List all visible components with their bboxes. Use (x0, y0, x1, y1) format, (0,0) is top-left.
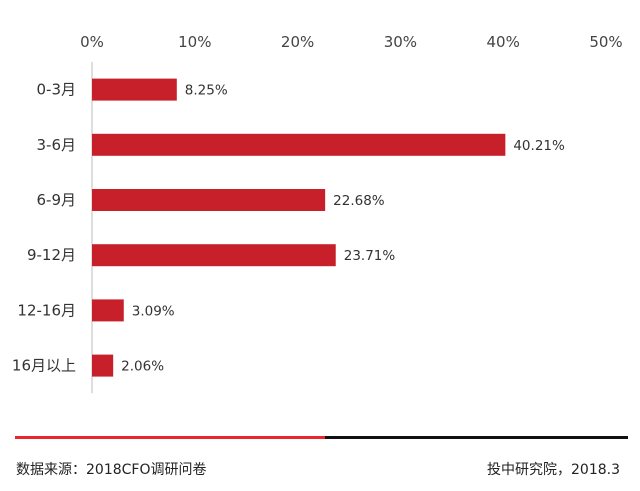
x-tick-label: 40% (487, 33, 520, 51)
category-label: 12-16月 (17, 301, 76, 319)
bar (92, 354, 114, 377)
category-label: 16月以上 (12, 357, 76, 375)
footer-divider-black (325, 436, 628, 439)
category-label: 3-6月 (37, 136, 77, 154)
x-tick-label: 10% (178, 33, 211, 51)
category-label: 0-3月 (37, 81, 77, 99)
x-axis-ticks: 0% 10% 20% 30% 40% 50% (80, 33, 623, 51)
bar (92, 299, 124, 322)
footer-divider-red (15, 436, 325, 439)
bar (92, 78, 177, 101)
x-tick-label: 30% (384, 33, 417, 51)
bar-value-label: 40.21% (513, 138, 565, 154)
bar-chart: 0% 10% 20% 30% 40% 50% 0-3月 3-6月 6-9月 9-12月 12-16… (12, 33, 623, 394)
bar-value-label: 23.71% (344, 248, 396, 264)
data-labels: 8.25% 40.21% 22.68% 23.71% 3.09% 2.06% (121, 83, 565, 375)
x-tick-label: 20% (281, 33, 314, 51)
bar (92, 189, 326, 211)
category-labels: 0-3月 3-6月 6-9月 9-12月 12-16月 16月以上 (12, 81, 76, 375)
category-label: 6-9月 (37, 191, 77, 209)
bar-value-label: 8.25% (185, 83, 228, 99)
bar (92, 133, 506, 156)
bar-value-label: 3.09% (132, 303, 175, 319)
x-tick-label: 0% (80, 33, 104, 51)
category-label: 9-12月 (27, 246, 76, 264)
bar-value-label: 22.68% (333, 193, 385, 209)
bar (92, 244, 336, 267)
bars (92, 78, 506, 377)
data-source-note: 数据来源：2018CFO调研问卷 (16, 462, 207, 478)
bar-value-label: 2.06% (121, 359, 164, 375)
x-tick-label: 50% (589, 33, 622, 51)
publisher-note: 投中研究院，2018.3 (487, 462, 620, 478)
